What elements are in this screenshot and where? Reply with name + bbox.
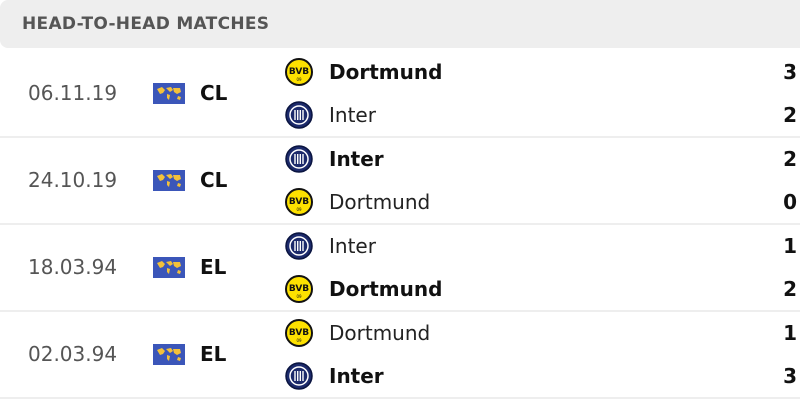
inter-logo-icon: [285, 101, 313, 129]
team-away: BVB 09 Dortmund 0: [285, 188, 800, 218]
team-home: BVB 09 Dortmund 3: [285, 58, 800, 88]
score: 3: [783, 60, 797, 84]
score: 0: [783, 190, 797, 214]
match-date: 24.10.19: [28, 168, 118, 192]
world-flag-icon: [153, 170, 185, 191]
score: 2: [783, 147, 797, 171]
competition-label: EL: [200, 255, 227, 279]
team-name: Dortmund: [329, 190, 431, 214]
inter-logo-icon: [285, 362, 313, 390]
score: 1: [783, 234, 797, 258]
match-row[interactable]: 24.10.19 CL Inter 2 BVB 09 Dortmund 0: [0, 137, 800, 225]
inter-logo-icon: [285, 232, 313, 260]
world-flag-icon: [153, 257, 185, 278]
bvb-logo-icon: BVB 09: [285, 58, 313, 86]
match-date: 18.03.94: [28, 255, 118, 279]
team-home: Inter 1: [285, 232, 800, 262]
inter-logo-icon: [285, 145, 313, 173]
team-name: Dortmund: [329, 60, 443, 84]
match-date: 02.03.94: [28, 342, 118, 366]
svg-text:09: 09: [296, 338, 302, 343]
svg-text:09: 09: [296, 294, 302, 299]
team-away: Inter 3: [285, 362, 800, 392]
score: 3: [783, 364, 797, 388]
svg-text:BVB: BVB: [289, 67, 309, 77]
bvb-logo-icon: BVB 09: [285, 188, 313, 216]
score: 2: [783, 277, 797, 301]
competition-label: CL: [200, 168, 228, 192]
team-away: BVB 09 Dortmund 2: [285, 275, 800, 305]
team-name: Dortmund: [329, 321, 431, 345]
world-flag-icon: [153, 344, 185, 365]
team-name: Inter: [329, 364, 384, 388]
svg-text:BVB: BVB: [289, 284, 309, 294]
bvb-logo-icon: BVB 09: [285, 275, 313, 303]
bvb-logo-icon: BVB 09: [285, 319, 313, 347]
team-name: Dortmund: [329, 277, 443, 301]
svg-text:09: 09: [296, 77, 302, 82]
team-home: BVB 09 Dortmund 1: [285, 319, 800, 349]
score: 2: [783, 103, 797, 127]
team-name: Inter: [329, 147, 384, 171]
svg-text:BVB: BVB: [289, 197, 309, 207]
competition-label: CL: [200, 81, 228, 105]
team-home: Inter 2: [285, 145, 800, 175]
svg-text:09: 09: [296, 207, 302, 212]
match-row[interactable]: 06.11.19 CL BVB 09 Dortmund 3 Inter 2: [0, 50, 800, 138]
match-row[interactable]: 18.03.94 EL Inter 1 BVB 09 Dortmund 2: [0, 224, 800, 312]
team-name: Inter: [329, 103, 376, 127]
section-title: HEAD-TO-HEAD MATCHES: [22, 14, 270, 34]
match-row[interactable]: 02.03.94 EL BVB 09 Dortmund 1 Inter 3: [0, 311, 800, 399]
svg-text:BVB: BVB: [289, 328, 309, 338]
score: 1: [783, 321, 797, 345]
team-away: Inter 2: [285, 101, 800, 131]
competition-label: EL: [200, 342, 227, 366]
section-header: HEAD-TO-HEAD MATCHES: [0, 0, 800, 48]
world-flag-icon: [153, 83, 185, 104]
match-date: 06.11.19: [28, 81, 118, 105]
team-name: Inter: [329, 234, 376, 258]
